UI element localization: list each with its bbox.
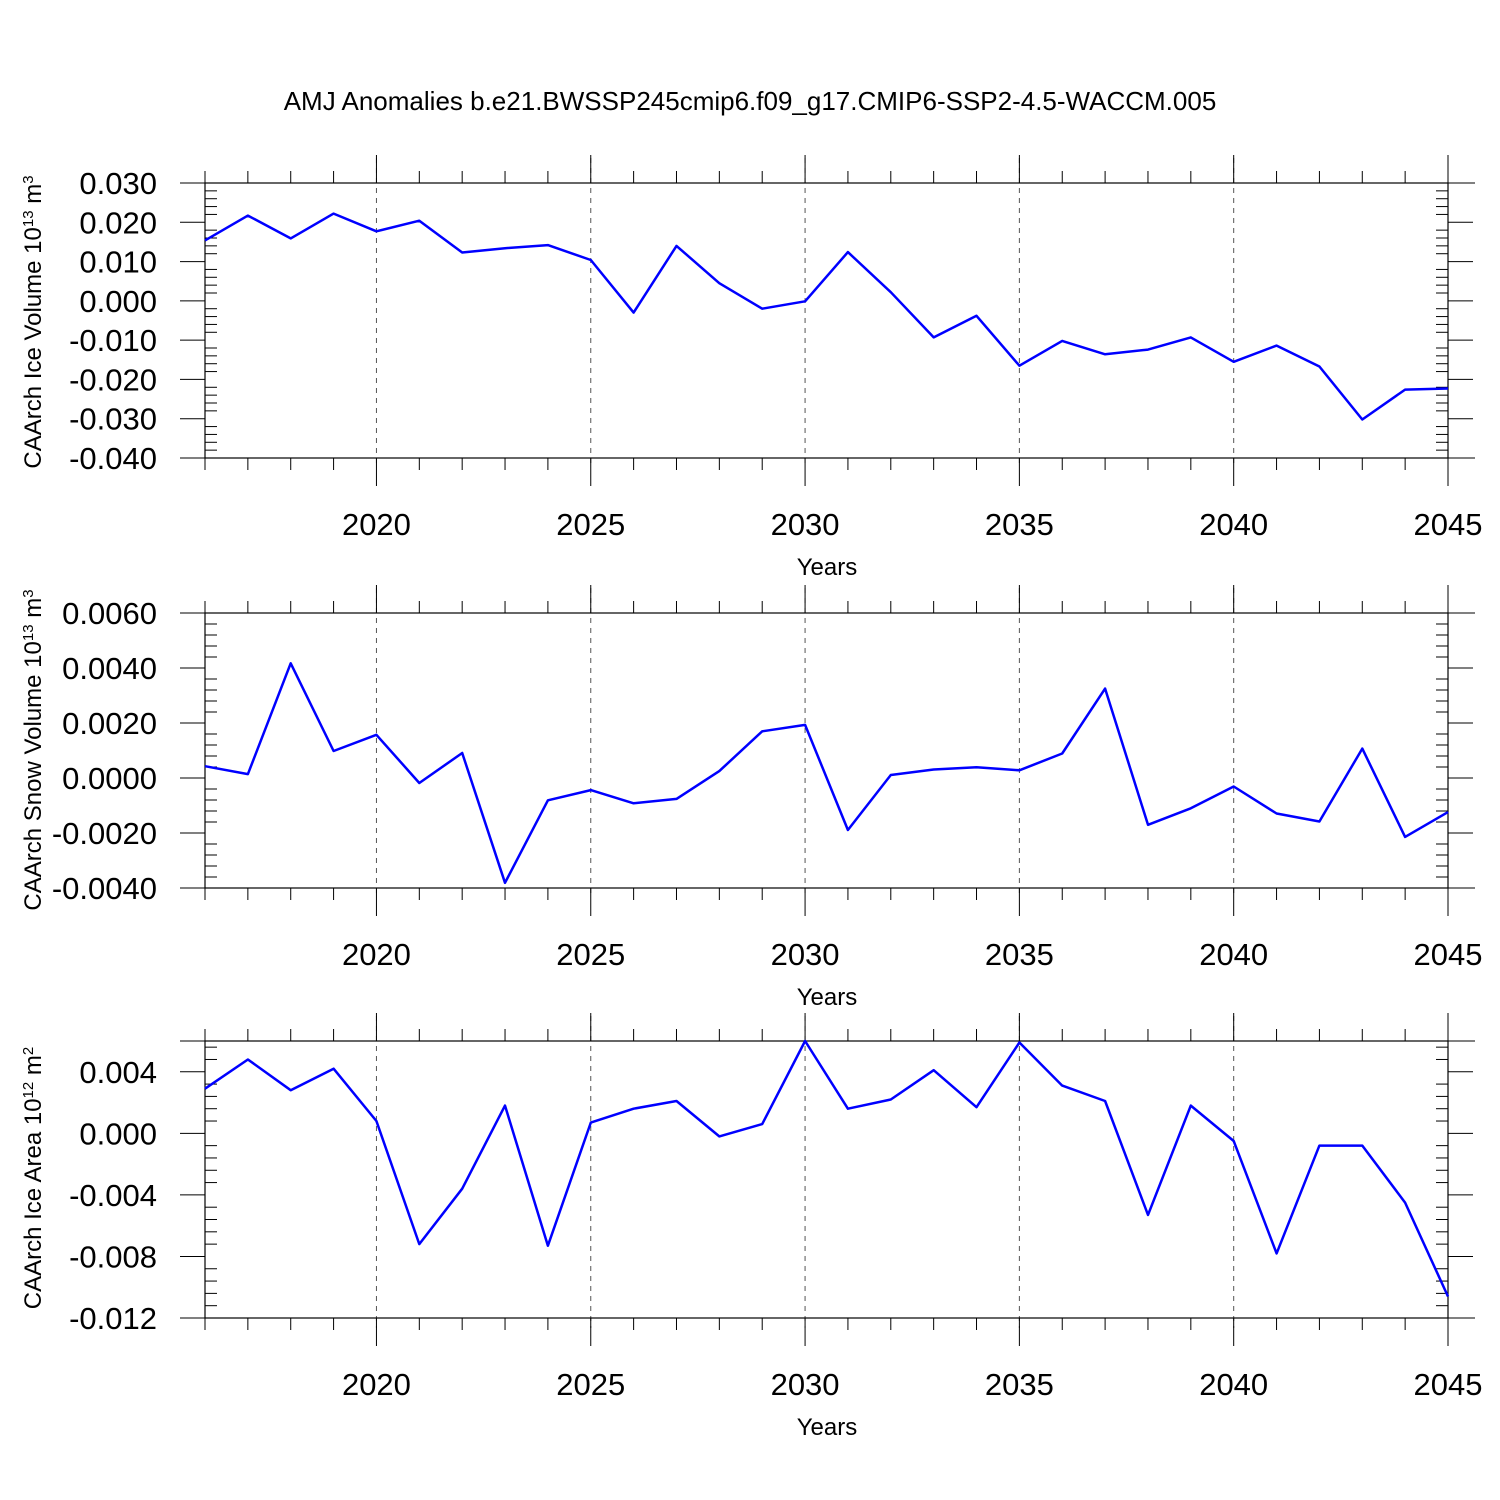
x-tick-label: 2045 <box>1414 507 1483 542</box>
ice-volume-series-line <box>204 212 1449 421</box>
x-axis-title: Years <box>797 554 858 581</box>
snow-volume-panel: 0.0060 0.0040 0.0020 0.0000 -0.0020 -0.0040 20… <box>20 585 1483 1011</box>
x-axis-title: Years <box>797 1414 858 1441</box>
x-tick-label: 2025 <box>556 937 625 972</box>
y-tick-label: 0.000 <box>79 1116 157 1151</box>
y-tick-label: 0.000 <box>79 284 157 319</box>
y-axis-title: CAArch Ice Area 1012 m2 <box>20 1047 48 1309</box>
y-tick-label: 0.0060 <box>62 596 157 631</box>
y-tick-label: -0.030 <box>69 402 157 437</box>
y-tick-label: 0.030 <box>79 166 157 201</box>
x-tick-label: 2035 <box>985 1367 1054 1402</box>
ice-volume-plot-frame <box>204 182 1449 459</box>
y-tick-label: -0.040 <box>69 441 157 476</box>
y-axis-title: CAArch Snow Volume 1013 m3 <box>20 589 48 910</box>
y-axis-title: CAArch Ice Volume 1013 m3 <box>20 175 48 468</box>
chart-title: AMJ Anomalies b.e21.BWSSP245cmip6.f09_g1… <box>284 86 1217 116</box>
y-tick-label: -0.008 <box>69 1239 157 1274</box>
x-tick-label: 2035 <box>985 937 1054 972</box>
x-tick-label: 2030 <box>771 507 840 542</box>
ice-volume-panel: 0.030 0.020 0.010 0.000 -0.010 -0.020 -0.030 -0… <box>20 155 1483 581</box>
x-tick-label: 2035 <box>985 507 1054 542</box>
ice-area-panel: 0.004 0.000 -0.004 -0.008 -0.012 2020 2025 2030… <box>20 1013 1483 1441</box>
ice-area-series-line <box>204 1039 1450 1298</box>
x-tick-label: 2020 <box>342 937 411 972</box>
y-tick-label: 0.0040 <box>62 651 157 686</box>
y-tick-label: 0.0000 <box>62 761 157 796</box>
x-tick-label: 2030 <box>771 937 840 972</box>
x-axis-title: Years <box>797 984 858 1011</box>
y-tick-label: 0.020 <box>79 205 157 240</box>
x-tick-label: 2040 <box>1199 507 1268 542</box>
y-tick-label: -0.0040 <box>52 871 157 906</box>
x-tick-label: 2040 <box>1199 937 1268 972</box>
x-tick-label: 2020 <box>342 1367 411 1402</box>
y-tick-label: -0.010 <box>69 323 157 358</box>
x-tick-label: 2045 <box>1414 1367 1483 1402</box>
x-tick-label: 2020 <box>342 507 411 542</box>
x-tick-label: 2040 <box>1199 1367 1268 1402</box>
y-tick-label: -0.0020 <box>52 816 157 851</box>
snow-volume-series-line <box>204 662 1449 885</box>
x-tick-label: 2045 <box>1414 937 1483 972</box>
y-tick-label: 0.0020 <box>62 706 157 741</box>
y-tick-label: -0.004 <box>69 1178 157 1213</box>
y-tick-label: -0.012 <box>69 1301 157 1336</box>
y-tick-label: 0.004 <box>79 1055 157 1090</box>
y-tick-label: -0.020 <box>69 362 157 397</box>
y-tick-label: 0.010 <box>79 245 157 280</box>
x-tick-label: 2025 <box>556 507 625 542</box>
x-tick-label: 2025 <box>556 1367 625 1402</box>
ice-area-plot-frame <box>204 1040 1449 1319</box>
x-tick-label: 2030 <box>771 1367 840 1402</box>
